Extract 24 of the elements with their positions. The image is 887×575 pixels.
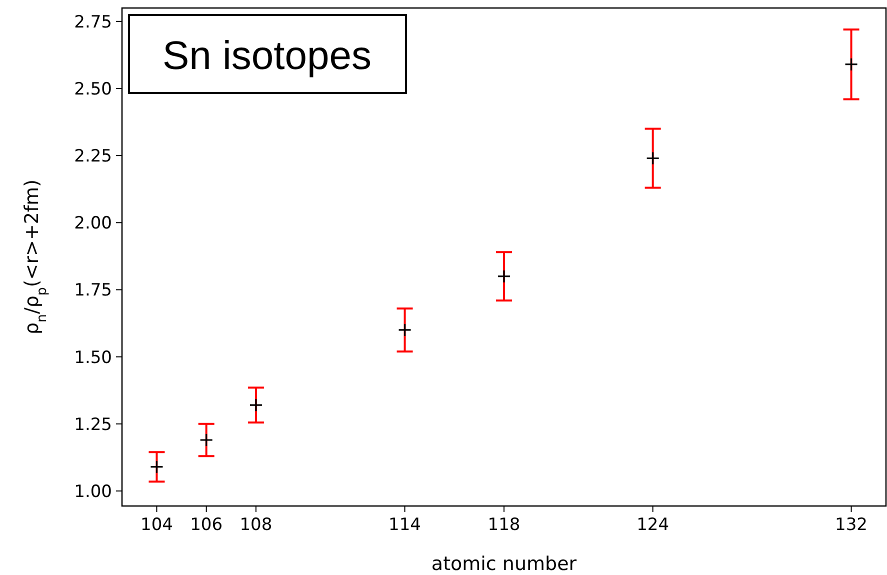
y-tick-label: 2.25 bbox=[74, 146, 112, 167]
x-axis-title: atomic number bbox=[431, 553, 577, 575]
x-tick-label: 124 bbox=[636, 515, 670, 535]
point bbox=[646, 151, 660, 166]
x-tick-label: 114 bbox=[388, 515, 422, 535]
text: Sn isotopes bbox=[162, 34, 372, 78]
point bbox=[249, 398, 263, 412]
y-tick-label: 2.00 bbox=[74, 214, 112, 234]
x-tick-label: 132 bbox=[835, 515, 868, 535]
x-tick-label: 118 bbox=[488, 515, 520, 535]
x-tick-label: 106 bbox=[190, 515, 223, 535]
y-tick-label: 2.50 bbox=[74, 79, 112, 100]
y-tick-label: 2.75 bbox=[74, 12, 112, 32]
y-tick-label: 1.25 bbox=[74, 414, 112, 435]
y-tick-label: 1.50 bbox=[74, 348, 112, 368]
point bbox=[844, 58, 858, 72]
y-tick-label: 1.75 bbox=[74, 280, 112, 301]
point bbox=[398, 323, 412, 337]
x-tick-label: 108 bbox=[240, 515, 272, 535]
point bbox=[497, 270, 511, 284]
point bbox=[200, 433, 214, 447]
x-tick-label: 104 bbox=[140, 515, 173, 535]
point bbox=[150, 460, 164, 474]
y-tick-label: 1.00 bbox=[74, 482, 112, 502]
